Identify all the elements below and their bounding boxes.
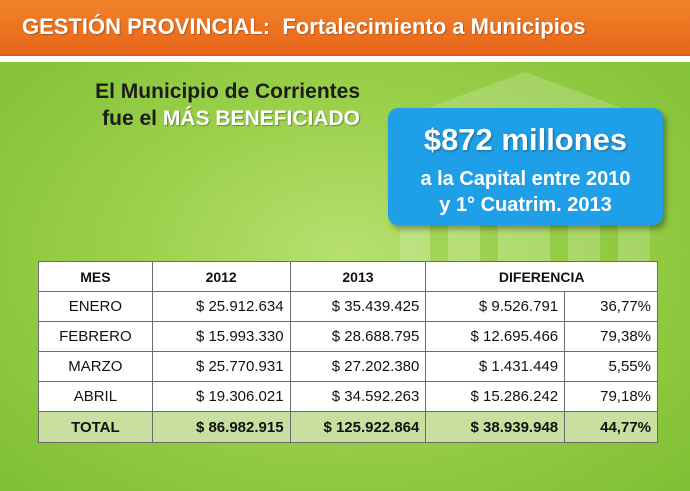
header-diferencia: DIFERENCIA xyxy=(425,261,658,292)
total-2012: $ 86.982.915 xyxy=(151,411,291,443)
intro-text: El Municipio de Corrientes fue el MÁS BE… xyxy=(40,78,360,132)
total-label: TOTAL xyxy=(38,411,153,443)
header-2013: 2013 xyxy=(289,261,427,292)
cell-porcentaje: 5,55% xyxy=(564,351,658,382)
cell-porcentaje: 36,77% xyxy=(564,291,658,322)
cell-diferencia: $ 15.286.242 xyxy=(425,381,566,412)
callout-line-1: a la Capital entre 2010 xyxy=(420,168,631,190)
header-bar: GESTIÓN PROVINCIAL: Fortalecimiento a Mu… xyxy=(0,0,690,56)
cell-mes: ENERO xyxy=(38,291,153,322)
transfers-table: MES 2012 2013 DIFERENCIA ENERO $ 25.912.… xyxy=(38,261,658,443)
cell-2013: $ 28.688.795 xyxy=(289,321,427,352)
total-porcentaje: 44,77% xyxy=(564,411,658,443)
table-row: ABRIL $ 19.306.021 $ 34.592.263 $ 15.286… xyxy=(38,381,658,412)
cell-mes: FEBRERO xyxy=(38,321,153,352)
header-mes: MES xyxy=(38,261,153,292)
cell-2013: $ 35.439.425 xyxy=(289,291,427,322)
cell-porcentaje: 79,18% xyxy=(564,381,658,412)
cell-diferencia: $ 9.526.791 xyxy=(425,291,566,322)
cell-mes: MARZO xyxy=(38,351,153,382)
cell-diferencia: $ 12.695.466 xyxy=(425,321,566,352)
cell-diferencia: $ 1.431.449 xyxy=(425,351,566,382)
table-row: FEBRERO $ 15.993.330 $ 28.688.795 $ 12.6… xyxy=(38,321,658,352)
table-row: MARZO $ 25.770.931 $ 27.202.380 $ 1.431.… xyxy=(38,351,658,382)
callout-amount: $872 millones xyxy=(423,122,628,157)
total-2013: $ 125.922.864 xyxy=(289,411,427,443)
cell-2012: $ 15.993.330 xyxy=(151,321,291,352)
cell-2013: $ 34.592.263 xyxy=(289,381,427,412)
total-diferencia: $ 38.939.948 xyxy=(425,411,566,443)
cell-porcentaje: 79,38% xyxy=(564,321,658,352)
intro-line-2-prefix: fue el xyxy=(102,107,163,130)
header-2012: 2012 xyxy=(151,261,291,292)
table-row: ENERO $ 25.912.634 $ 35.439.425 $ 9.526.… xyxy=(38,291,658,322)
table-total-row: TOTAL $ 86.982.915 $ 125.922.864 $ 38.93… xyxy=(38,411,658,443)
cell-2012: $ 25.912.634 xyxy=(151,291,291,322)
intro-line-2: fue el MÁS BENEFICIADO xyxy=(40,105,360,132)
intro-line-1: El Municipio de Corrientes xyxy=(95,80,360,103)
intro-highlight: MÁS BENEFICIADO xyxy=(162,107,360,130)
callout-line-2: y 1° Cuatrim. 2013 xyxy=(439,194,612,216)
table-header-row: MES 2012 2013 DIFERENCIA xyxy=(38,261,658,292)
page-title: GESTIÓN PROVINCIAL: Fortalecimiento a Mu… xyxy=(22,14,586,39)
cell-2012: $ 25.770.931 xyxy=(151,351,291,382)
cell-2012: $ 19.306.021 xyxy=(151,381,291,412)
cell-2013: $ 27.202.380 xyxy=(289,351,427,382)
amount-callout: $872 millones a la Capital entre 2010 y … xyxy=(388,108,663,225)
cell-mes: ABRIL xyxy=(38,381,153,412)
